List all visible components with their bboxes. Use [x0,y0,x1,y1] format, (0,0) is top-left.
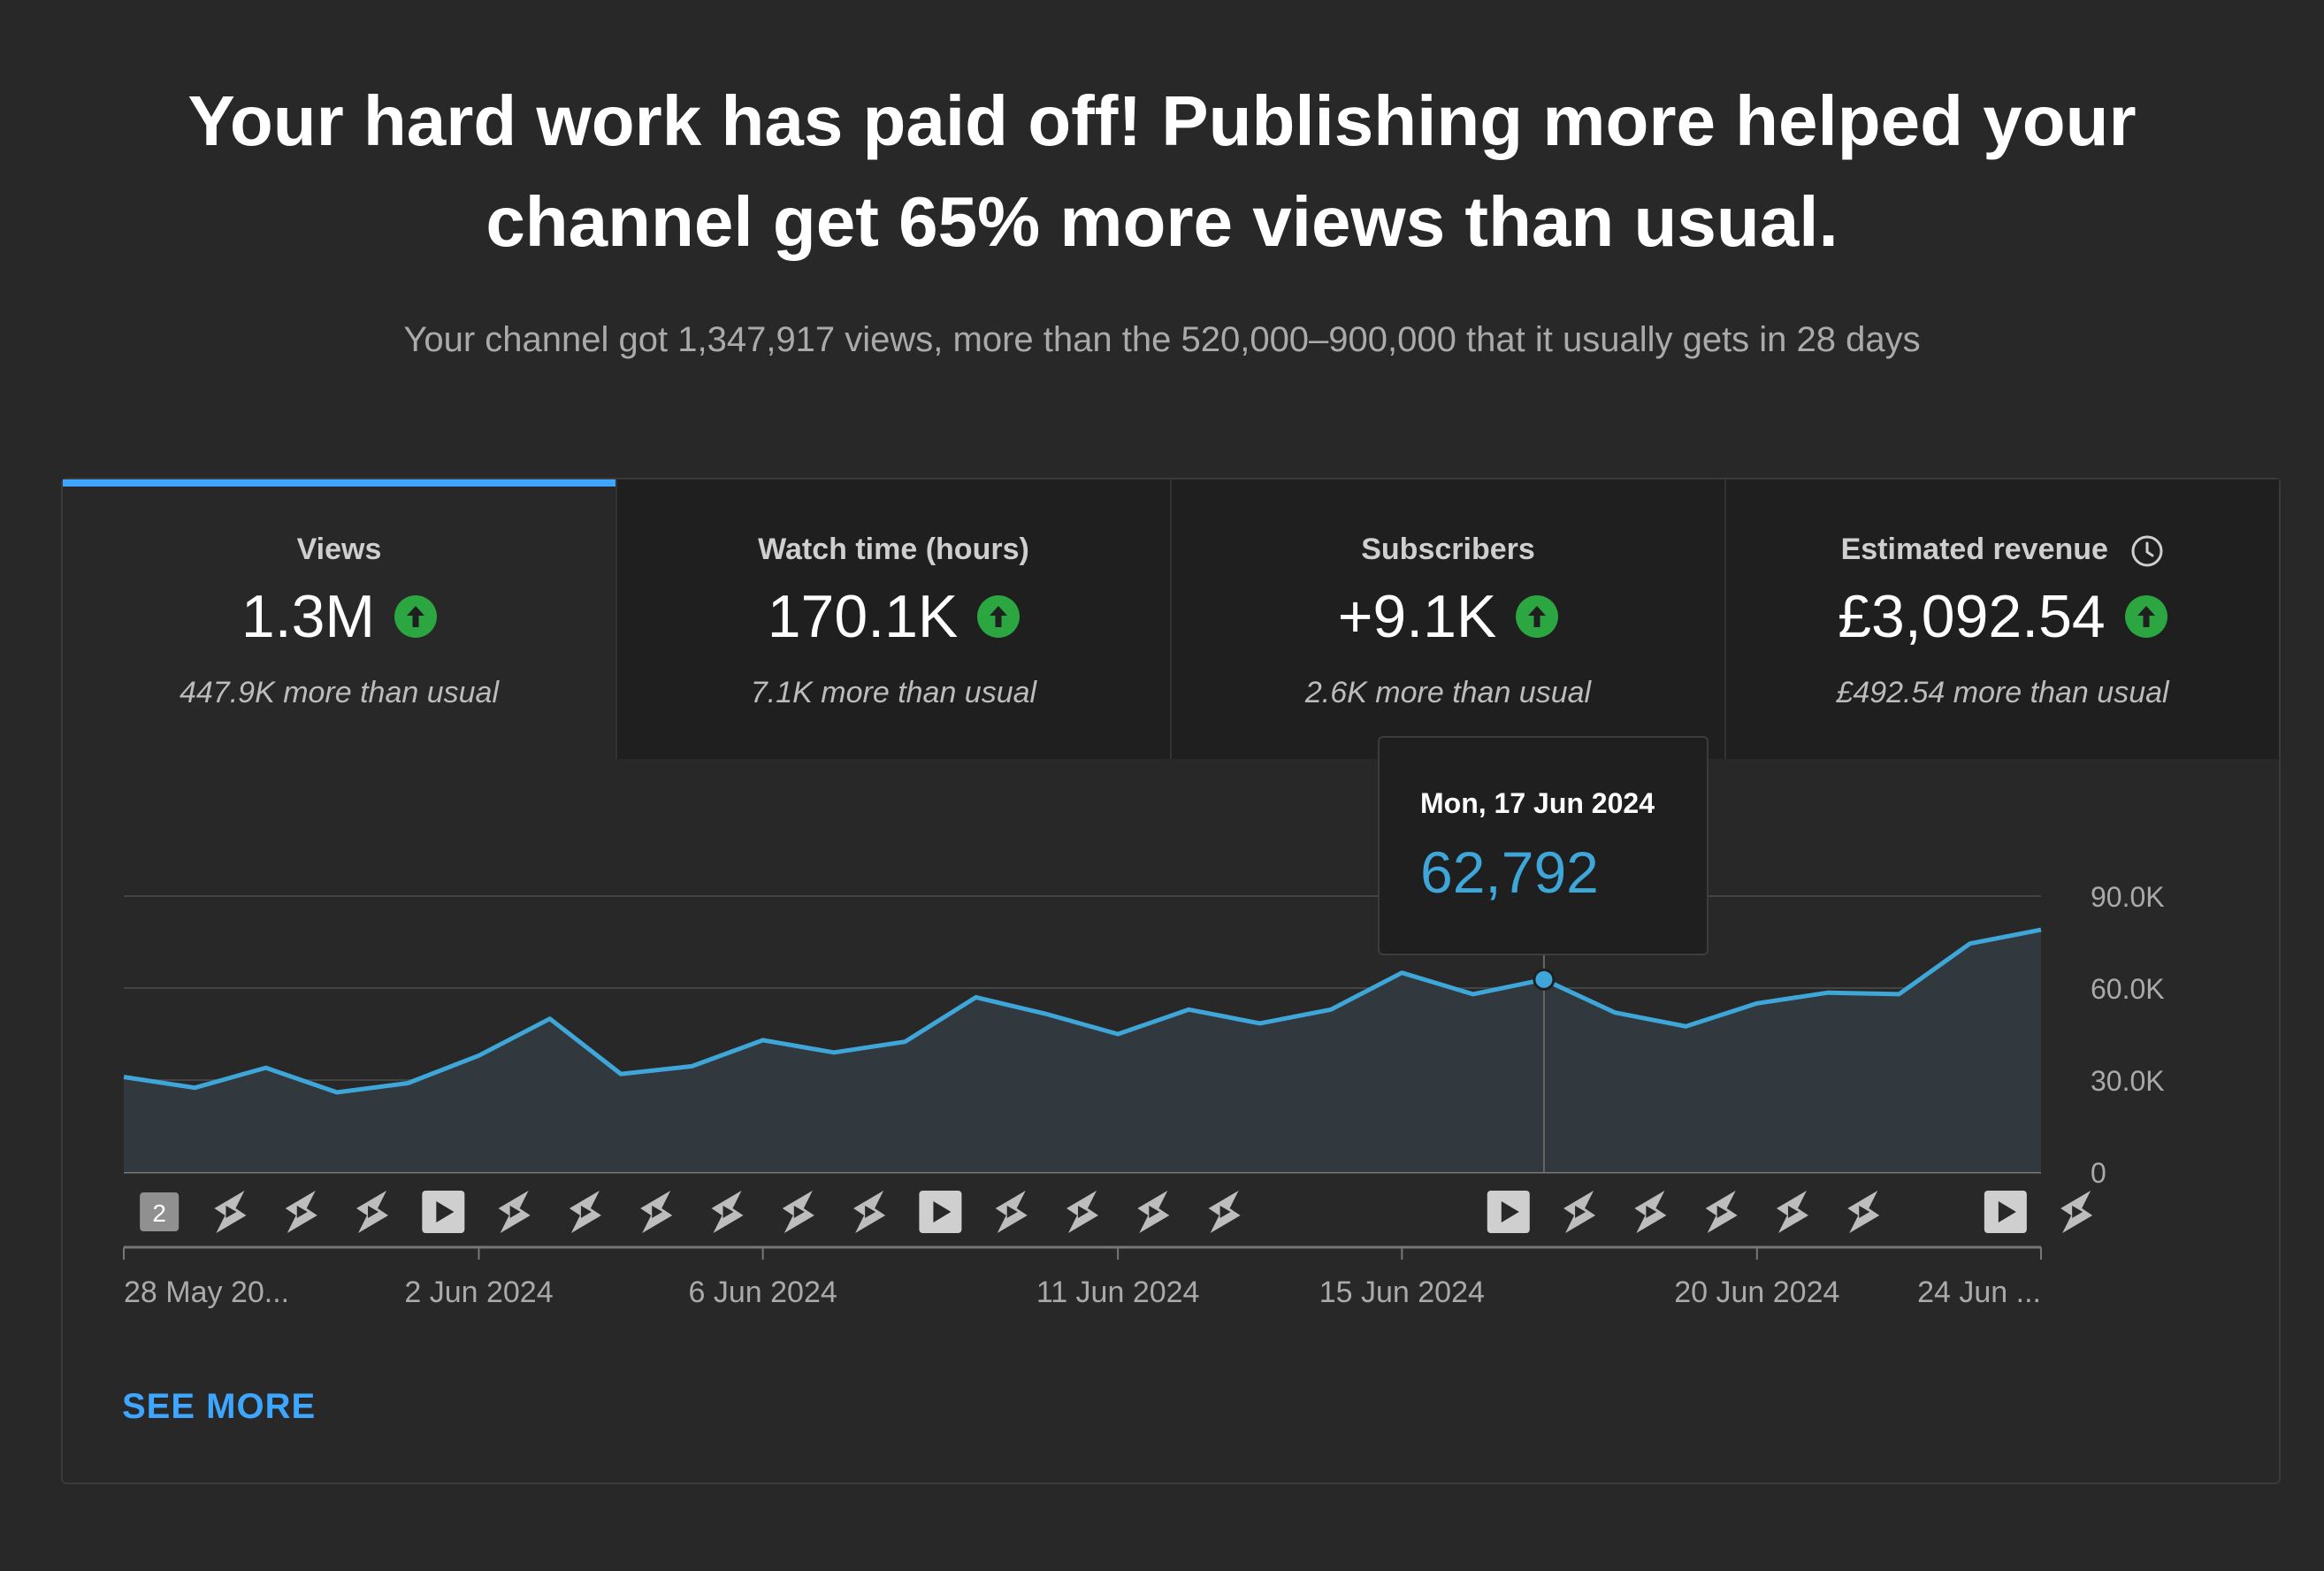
shorts-play-glyph [793,1206,805,1218]
video-play-glyph [436,1201,455,1222]
clock-icon[interactable] [2130,534,2164,568]
video-play-glyph [1501,1201,1519,1222]
shorts-play-glyph [1149,1206,1160,1218]
shorts-play-glyph [296,1206,308,1218]
tab-value: 170.1K [767,583,959,650]
x-tick-label: 20 Jun 2024 [1674,1276,1839,1309]
tooltip-value: 62,792 [1420,839,1599,905]
analytics-card: Views 1.3M 447.9K more than usual Watch … [61,478,2281,1484]
shorts-play-glyph [2072,1206,2083,1218]
views-line [123,927,2042,1095]
highlight-point [1533,968,1556,991]
trend-up-icon [2124,595,2167,638]
shorts-play-glyph [509,1206,521,1218]
tab-label: Estimated revenue [1840,533,2108,566]
shorts-play-glyph [1575,1206,1586,1218]
tab-label: Views [296,533,382,566]
trend-up-icon [977,595,1021,638]
views-area [124,930,2041,1172]
shorts-play-glyph [1716,1206,1728,1218]
shorts-play-glyph [1859,1206,1870,1218]
shorts-play-glyph [226,1206,237,1218]
tab-value: +9.1K [1337,583,1497,650]
shorts-play-glyph [1078,1206,1089,1218]
y-tick-label: 30.0K [2091,1065,2165,1097]
summary-text: Your channel got 1,347,917 views, more t… [403,320,1921,359]
tab-label: Watch time (hours) [758,533,1029,566]
tab-value: £3,092.54 [1838,583,2106,650]
headline: Your hard work has paid off! Publishing … [0,71,2324,272]
x-tick-label: 6 Jun 2024 [689,1276,837,1309]
tab-watch-time[interactable]: Watch time (hours) 170.1K 7.1K more than… [617,479,1172,759]
shorts-play-glyph [652,1206,663,1218]
tab-views[interactable]: Views 1.3M 447.9K more than usual [63,479,617,759]
shorts-play-glyph [865,1206,876,1218]
tab-label: Subscribers [1361,533,1535,566]
see-more-link[interactable]: SEE MORE [122,1387,317,1426]
y-tick-label: 60.0K [2091,973,2165,1005]
headline-line-2: channel get 65% more views than usual. [485,182,1839,261]
x-tick-label: 28 May 20... [124,1276,289,1309]
shorts-play-glyph [1219,1206,1231,1218]
shorts-play-glyph [1787,1206,1799,1218]
tab-subscribers[interactable]: Subscribers +9.1K 2.6K more than usual [1172,479,1726,759]
y-tick-label: 90.0K [2091,881,2165,913]
headline-line-1: Your hard work has paid off! Publishing … [187,81,2137,160]
shorts-play-glyph [368,1206,379,1218]
x-tick-label: 2 Jun 2024 [404,1276,553,1309]
publish-count-badge [140,1192,180,1231]
metric-tabs: Views 1.3M 447.9K more than usual Watch … [63,479,2279,759]
publish-count-label: 2 [152,1199,166,1227]
tab-value: 1.3M [241,583,376,650]
trend-up-icon [1516,595,1559,638]
tab-delta: 7.1K more than usual [750,676,1037,709]
x-tick-label: 15 Jun 2024 [1319,1276,1485,1309]
x-tick-label: 24 Jun ... [1917,1276,2041,1309]
tab-estimated-revenue[interactable]: Estimated revenue £3,092.54 £492.54 more… [1726,479,2279,759]
tab-delta: 2.6K more than usual [1304,676,1592,709]
video-play-glyph [933,1201,952,1222]
shorts-play-glyph [1646,1206,1657,1218]
video-play-glyph [1998,1201,2016,1222]
shorts-play-glyph [580,1206,592,1218]
tab-delta: £492.54 more than usual [1836,676,2169,709]
shorts-play-glyph [1006,1206,1018,1218]
tab-label-row: Estimated revenue [1726,533,2279,568]
y-tick-label: 0 [2091,1157,2106,1189]
x-tick-label: 11 Jun 2024 [1036,1276,1200,1309]
shorts-play-glyph [722,1206,734,1218]
tooltip-date: Mon, 17 Jun 2024 [1420,787,1655,819]
chart-tooltip: Mon, 17 Jun 2024 62,792 [1378,736,1709,955]
tab-delta: 447.9K more than usual [179,676,500,709]
trend-up-icon [394,595,438,638]
